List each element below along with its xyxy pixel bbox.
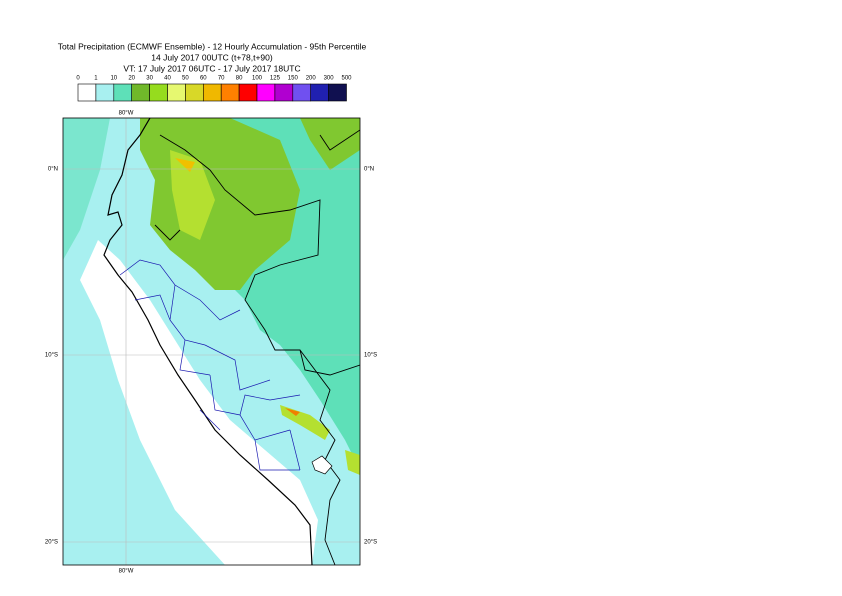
legend-swatch <box>310 83 329 102</box>
heavy-zone <box>170 150 215 240</box>
legend-swatch <box>95 83 115 102</box>
heavy-zone <box>345 450 360 475</box>
moderate-zone <box>63 118 110 260</box>
title-line: 14 July 2017 00UTC (t+78,t+90) <box>151 52 273 62</box>
legend-label: 1 <box>94 76 98 82</box>
peak-zone <box>285 408 300 416</box>
axis-labels: 80°W 80°W 0°N 0°N 10°S 10°S 20°S 20°S <box>45 111 377 575</box>
legend-swatch <box>131 83 150 102</box>
lat-label: 20°S <box>364 540 377 546</box>
legend-label: 125 <box>270 76 281 82</box>
legend: 0 1 10 20 30 40 50 60 70 80 100 125 150 200 300 500 <box>76 76 352 102</box>
legend-label: 500 <box>341 76 352 82</box>
legend-label: 80 <box>236 76 243 82</box>
legend-swatch <box>328 83 347 102</box>
legend-swatch <box>149 83 168 102</box>
coastline <box>103 118 313 565</box>
legend-label: 10 <box>110 76 117 82</box>
legend-label: 30 <box>146 76 153 82</box>
legend-label: 70 <box>218 76 225 82</box>
lat-label: 0°N <box>364 167 374 173</box>
legend-swatch <box>167 83 186 102</box>
legend-label: 50 <box>182 76 189 82</box>
legend-label: 100 <box>252 76 263 82</box>
legend-swatch <box>220 83 240 102</box>
legend-swatch <box>203 83 222 102</box>
legend-label: 0 <box>76 76 80 82</box>
legend-label: 20 <box>128 76 135 82</box>
map-field <box>63 118 360 565</box>
lat-label: 10°S <box>45 353 58 359</box>
admin-border <box>119 259 301 471</box>
lake <box>311 455 333 475</box>
lon-label: 80°W <box>119 111 134 117</box>
legend-swatch <box>185 83 204 102</box>
lat-label: 10°S <box>364 353 377 359</box>
legend-swatch <box>113 83 133 102</box>
title-line: VT: 17 July 2017 06UTC - 17 July 2017 18… <box>123 63 300 73</box>
peak-zone <box>175 158 195 172</box>
legend-label: 200 <box>306 76 317 82</box>
dry-zone <box>80 240 318 565</box>
lat-label: 0°N <box>48 167 58 173</box>
legend-label: 150 <box>288 76 299 82</box>
lat-label: 20°S <box>45 540 58 546</box>
title-block: Total Precipitation (ECMWF Ensemble) - 1… <box>58 41 367 73</box>
legend-swatch <box>256 83 276 102</box>
legend-swatch <box>292 83 311 102</box>
legend-swatch <box>238 83 258 102</box>
legend-swatch <box>274 83 294 102</box>
legend-label: 300 <box>324 76 335 82</box>
legend-label: 60 <box>200 76 207 82</box>
heavy-zone <box>300 118 360 170</box>
map-frame <box>62 117 361 566</box>
legend-label: 40 <box>164 76 171 82</box>
heavy-zone <box>280 405 330 440</box>
title-line: Total Precipitation (ECMWF Ensemble) - 1… <box>58 41 367 51</box>
lon-label: 80°W <box>119 569 134 575</box>
legend-swatch <box>77 83 97 102</box>
